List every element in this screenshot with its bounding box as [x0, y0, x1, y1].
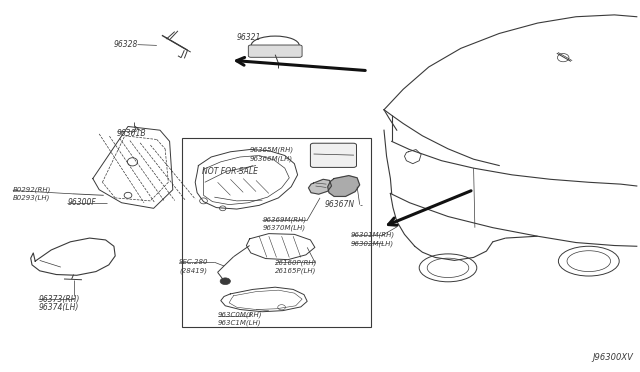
Text: 96370M(LH): 96370M(LH): [262, 224, 305, 231]
Text: B0293(LH): B0293(LH): [13, 195, 50, 201]
Text: NOT FOR SALE: NOT FOR SALE: [202, 167, 258, 176]
Text: 96365M(RH): 96365M(RH): [250, 146, 294, 153]
Text: 963C1M(LH): 963C1M(LH): [218, 319, 261, 326]
Text: SEC.280: SEC.280: [179, 259, 209, 265]
Text: 96302M(LH): 96302M(LH): [351, 240, 394, 247]
Text: 96321: 96321: [237, 33, 261, 42]
Text: 96366M(LH): 96366M(LH): [250, 155, 292, 162]
Text: B0292(RH): B0292(RH): [13, 186, 51, 193]
Text: (28419): (28419): [179, 267, 207, 274]
Text: 26160P(RH): 26160P(RH): [275, 259, 317, 266]
Text: 96300F: 96300F: [67, 198, 96, 207]
FancyBboxPatch shape: [310, 143, 356, 167]
Ellipse shape: [220, 278, 230, 285]
Text: 96367N: 96367N: [325, 200, 355, 209]
Bar: [182, 138, 371, 327]
Text: 96373(RH): 96373(RH): [38, 295, 80, 304]
Polygon shape: [328, 176, 360, 196]
Text: 96301M(RH): 96301M(RH): [351, 232, 395, 238]
Text: 96369M(RH): 96369M(RH): [262, 216, 307, 223]
Text: 963C0M(RH): 963C0M(RH): [218, 311, 262, 318]
Text: J96300XV: J96300XV: [593, 353, 634, 362]
Text: 96374(LH): 96374(LH): [38, 303, 79, 312]
Text: 96328: 96328: [113, 40, 138, 49]
Text: 96301B: 96301B: [117, 129, 147, 138]
Text: 26165P(LH): 26165P(LH): [275, 267, 317, 274]
Polygon shape: [308, 179, 332, 194]
FancyBboxPatch shape: [248, 45, 302, 57]
